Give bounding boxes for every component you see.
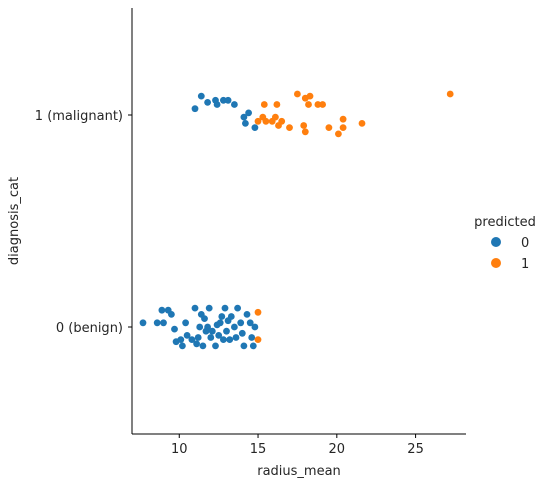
data-point-series-0 (240, 113, 248, 121)
x-axis-label: radius_mean (257, 464, 341, 479)
x-tick-label: 10 (171, 442, 188, 457)
data-point-series-0 (205, 304, 213, 312)
data-point-series-0 (251, 124, 259, 131)
x-ticks: 10 15 20 25 (171, 434, 424, 457)
data-point-series-1 (254, 336, 262, 343)
data-point-series-1 (294, 90, 301, 98)
data-point-series-0 (251, 323, 259, 331)
legend-marker-1 (491, 258, 501, 268)
data-point-series-1 (286, 124, 293, 131)
data-point-series-0 (208, 327, 216, 335)
data-point-series-1 (254, 117, 262, 125)
axes (131, 8, 466, 435)
data-point-series-0 (199, 342, 207, 350)
data-point-series-0 (191, 304, 199, 312)
data-point-series-1 (314, 101, 322, 108)
data-point-series-1 (260, 101, 268, 108)
data-point-series-1 (273, 101, 281, 108)
data-point-series-0 (179, 342, 186, 350)
data-point-series-0 (223, 327, 230, 335)
data-point-series-0 (220, 96, 227, 104)
data-point-series-0 (207, 334, 215, 341)
data-point-series-1 (254, 308, 262, 316)
data-point-series-0 (243, 311, 251, 318)
y-ticks: 1 (malignant) 0 (benign) (35, 109, 132, 336)
data-point-series-0 (153, 319, 161, 327)
data-point-series-0 (215, 332, 223, 339)
data-point-series-0 (204, 323, 212, 331)
data-point-series-0 (194, 334, 202, 341)
data-point-series-0 (182, 319, 190, 327)
y-axis-label: diagnosis_cat (7, 177, 22, 265)
data-point-series-1 (339, 124, 347, 131)
data-point-series-0 (227, 313, 235, 320)
x-tick-label: 25 (407, 442, 424, 457)
data-point-series-0 (177, 336, 185, 343)
data-point-series-0 (237, 319, 245, 327)
data-point-series-0 (234, 304, 242, 312)
data-point-series-0 (213, 101, 221, 108)
y-tick-label: 0 (benign) (56, 321, 123, 336)
data-point-series-0 (158, 306, 166, 314)
data-point-series-0 (171, 325, 178, 333)
data-point-series-0 (221, 304, 229, 312)
data-point-series-1 (301, 128, 309, 136)
data-point-series-0 (246, 319, 254, 327)
data-point-series-1 (262, 117, 270, 125)
data-point-series-0 (245, 109, 253, 117)
data-point-series-0 (216, 319, 224, 327)
legend: predicted 0 1 (474, 215, 536, 272)
data-point-series-1 (335, 130, 342, 138)
data-point-series-1 (319, 101, 326, 108)
legend-label-1: 1 (521, 257, 529, 272)
data-point-series-0 (188, 336, 196, 343)
data-point-series-1 (325, 124, 333, 131)
x-tick-label: 20 (329, 442, 346, 457)
x-tick-label: 15 (250, 442, 267, 457)
data-point-series-0 (226, 336, 234, 343)
data-point-series-0 (196, 323, 204, 331)
data-point-series-0 (218, 313, 226, 320)
data-point-series-0 (191, 105, 199, 113)
data-point-series-1 (278, 117, 286, 125)
data-point-series-0 (232, 334, 240, 341)
data-point-series-0 (183, 332, 191, 339)
y-tick-label: 1 (malignant) (35, 109, 123, 124)
data-point-series-0 (201, 315, 208, 322)
data-point-series-0 (240, 342, 248, 350)
data-point-series-1 (339, 115, 347, 123)
legend-marker-0 (491, 237, 501, 247)
data-point-series-1 (446, 90, 454, 98)
data-point-series-0 (220, 336, 227, 343)
legend-label-0: 0 (521, 236, 529, 251)
data-point-series-0 (204, 99, 212, 106)
data-points (139, 90, 454, 350)
data-point-series-0 (249, 342, 257, 350)
legend-title: predicted (474, 215, 536, 230)
data-point-series-0 (248, 334, 256, 341)
data-point-series-0 (197, 92, 205, 100)
data-point-series-0 (193, 340, 201, 348)
data-point-series-0 (238, 329, 246, 337)
data-point-series-1 (300, 122, 308, 129)
data-point-series-0 (231, 323, 238, 331)
data-point-series-0 (160, 319, 167, 327)
data-point-series-1 (301, 94, 309, 102)
data-point-series-0 (168, 311, 175, 318)
data-point-series-0 (224, 96, 232, 104)
data-point-series-0 (242, 120, 249, 127)
data-point-series-0 (139, 319, 147, 327)
data-point-series-1 (358, 120, 366, 127)
data-point-series-0 (212, 342, 219, 350)
data-point-series-1 (305, 101, 312, 108)
data-point-series-1 (272, 113, 279, 121)
data-point-series-0 (231, 101, 238, 108)
